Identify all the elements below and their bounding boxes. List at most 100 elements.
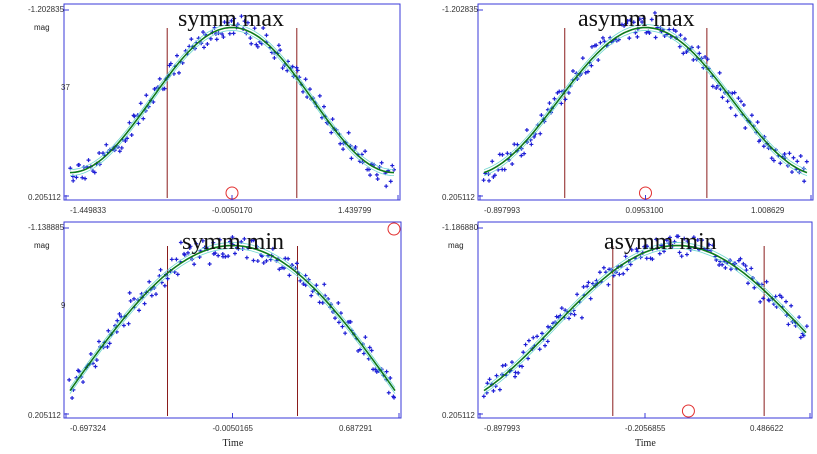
data-point — [749, 113, 754, 118]
data-point — [717, 70, 722, 75]
data-point — [165, 276, 170, 281]
data-point — [176, 70, 181, 75]
data-point — [127, 290, 132, 295]
data-point — [589, 44, 594, 49]
data-point — [628, 262, 633, 267]
data-point — [497, 387, 502, 392]
data-point — [358, 347, 363, 352]
data-point — [126, 321, 131, 326]
data-point — [278, 48, 283, 53]
data-point — [336, 300, 341, 305]
data-point — [617, 272, 622, 277]
data-point — [523, 342, 528, 347]
data-point — [611, 273, 616, 278]
x-tick-label: 0.0953100 — [626, 206, 664, 215]
data-point — [162, 86, 167, 91]
data-point — [216, 253, 221, 258]
data-point — [390, 163, 395, 168]
data-point — [363, 149, 368, 154]
data-point — [572, 312, 577, 317]
data-point — [341, 147, 346, 152]
data-point — [554, 314, 559, 319]
data-point — [598, 40, 603, 45]
x-tick-label: -0.897993 — [484, 206, 521, 215]
data-point — [77, 162, 82, 167]
data-point — [105, 344, 110, 349]
data-point — [487, 178, 492, 183]
data-point — [285, 68, 290, 73]
data-point — [154, 292, 159, 297]
data-point — [782, 152, 787, 157]
fit-curve — [483, 244, 807, 392]
plot-frame — [63, 3, 401, 201]
confidence-band-upper — [69, 24, 395, 170]
data-point — [147, 279, 152, 284]
data-point — [340, 324, 345, 329]
data-point — [251, 238, 256, 243]
data-point — [723, 265, 728, 270]
data-point — [798, 153, 803, 158]
data-point — [314, 283, 319, 288]
data-point — [211, 240, 216, 245]
data-point — [336, 320, 341, 325]
data-point — [601, 265, 606, 270]
data-point — [629, 247, 634, 252]
y-tick-label-bottom: 0.205112 — [28, 411, 61, 420]
chart-panel-asymm-min: asymm min -1.186880 0.205112 mag -0.897993 -0… — [442, 221, 813, 449]
data-point — [500, 152, 505, 157]
data-point — [119, 145, 124, 150]
data-point — [784, 299, 789, 304]
data-point — [749, 266, 754, 271]
data-point — [672, 239, 677, 244]
data-point — [707, 242, 712, 247]
data-point — [242, 236, 247, 241]
data-point — [201, 30, 206, 35]
data-point — [294, 261, 299, 266]
data-point — [298, 278, 303, 283]
data-point — [194, 241, 199, 246]
y-tick-label-top: -1.186880 — [442, 223, 479, 232]
data-point — [552, 96, 557, 101]
data-point — [761, 144, 766, 149]
data-point — [682, 36, 687, 41]
data-point — [231, 31, 236, 36]
data-point — [627, 36, 632, 41]
data-point — [699, 238, 704, 243]
x-tick-label: 1.008629 — [751, 206, 785, 215]
data-point — [537, 347, 542, 352]
data-point — [798, 335, 803, 340]
data-point — [640, 19, 645, 24]
data-point — [217, 237, 222, 242]
data-point — [361, 351, 366, 356]
data-point — [174, 53, 179, 58]
data-point — [733, 113, 738, 118]
data-point — [255, 44, 260, 49]
y-tick-label-top: -1.138885 — [28, 223, 65, 232]
data-point — [117, 311, 122, 316]
data-point — [705, 57, 710, 62]
data-point — [264, 33, 269, 38]
y-axis-label: mag — [448, 241, 464, 250]
data-point — [741, 261, 746, 266]
data-point — [106, 328, 111, 333]
y-tick-label-bottom: 0.205112 — [442, 411, 475, 420]
panel-title: asymm min — [604, 229, 717, 255]
data-point — [681, 51, 686, 56]
data-point — [720, 262, 725, 267]
fit-curve — [483, 26, 808, 174]
data-point — [654, 237, 659, 242]
data-point — [104, 142, 109, 147]
data-point — [559, 101, 564, 106]
data-point — [771, 158, 776, 163]
data-point — [94, 358, 99, 363]
data-point — [92, 170, 97, 175]
data-point — [720, 95, 725, 100]
data-point — [392, 395, 397, 400]
data-point — [185, 250, 190, 255]
data-point — [121, 323, 126, 328]
data-point — [227, 31, 232, 36]
data-point — [606, 282, 611, 287]
y-edge-label: 37 — [61, 83, 70, 92]
data-point — [205, 41, 210, 46]
data-point — [619, 22, 624, 27]
